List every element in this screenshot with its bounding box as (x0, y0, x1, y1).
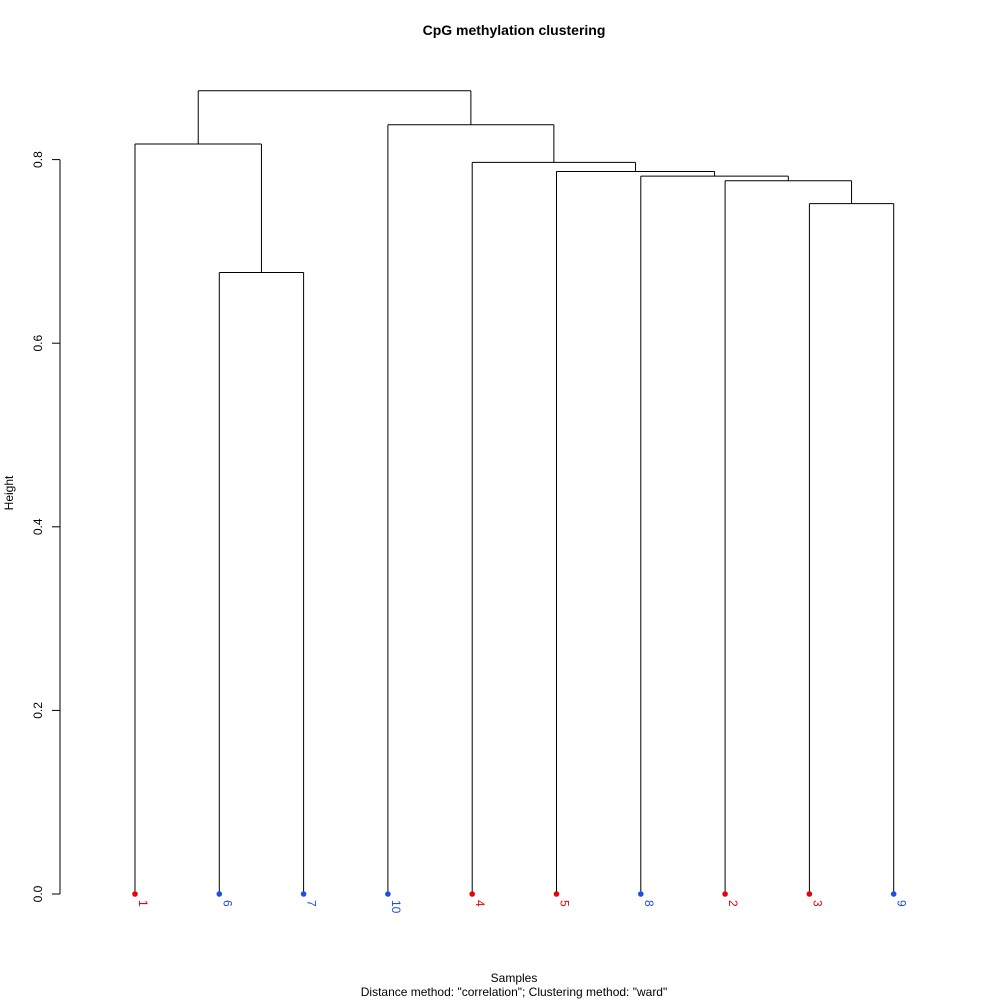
leaf-label: 6 (220, 900, 234, 907)
leaf-label: 8 (642, 900, 656, 907)
y-axis-label: Height (2, 475, 16, 510)
y-tick-label: 0.0 (31, 885, 45, 902)
leaf-point (385, 891, 391, 897)
y-axis: 0.0 0.2 0.4 0.6 0.8 (31, 151, 61, 902)
leaf-label: 5 (558, 900, 572, 907)
chart-title: CpG methylation clustering (423, 22, 606, 38)
leaf-point (132, 891, 138, 897)
leaf-point (890, 891, 897, 897)
leaf-label: 10 (389, 900, 403, 914)
x-axis-label: Samples (491, 971, 538, 985)
leaf-label: 9 (895, 900, 909, 907)
leaf-point (806, 891, 813, 897)
leaf-label: 1 (136, 900, 150, 907)
y-tick-label: 0.4 (31, 518, 45, 535)
y-tick-label: 0.2 (31, 702, 45, 719)
leaf-point (469, 891, 476, 897)
leaf-label: 7 (305, 900, 319, 907)
leaf-point (638, 891, 644, 897)
leaf-label: 4 (473, 900, 487, 907)
chart-subtitle: Distance method: "correlation"; Clusteri… (361, 985, 668, 999)
leaf-point (553, 891, 560, 897)
leaf-label: 2 (726, 900, 740, 907)
y-tick-label: 0.8 (31, 151, 45, 168)
leaf-label: 3 (810, 900, 824, 907)
y-tick-label: 0.6 (31, 335, 45, 352)
leaf-markers: 1 6 7 10 4 5 8 2 3 9 (132, 891, 909, 914)
leaf-point (216, 891, 223, 897)
leaf-point (300, 891, 307, 897)
leaf-point (722, 891, 728, 897)
dendrogram-tree (134, 90, 895, 894)
